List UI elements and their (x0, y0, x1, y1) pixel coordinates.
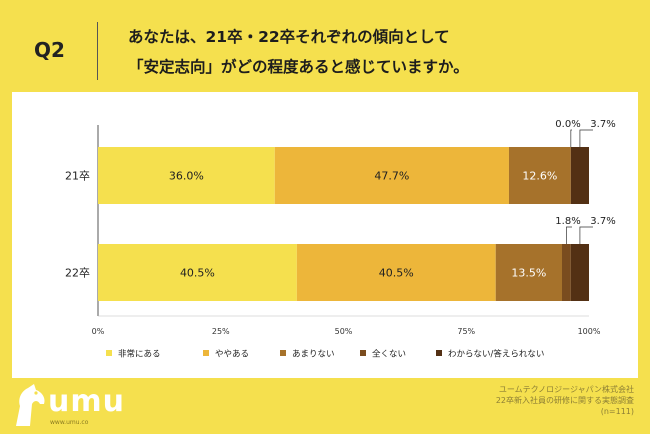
horse-icon (16, 384, 45, 426)
bar-segment (274, 147, 509, 204)
data-label: 36.0% (169, 170, 204, 183)
source-survey: 22卒新入社員の研修に関する実態調査 (495, 396, 634, 405)
bar-segment (561, 244, 571, 301)
x-tick-label: 50% (335, 327, 353, 336)
source-note: ユームテクノロジージャパン株式会社 22卒新入社員の研修に関する実態調査 (n=… (496, 384, 634, 417)
bar-segment (508, 147, 571, 204)
x-tick-label: 0% (92, 327, 105, 336)
callout-leader-line (570, 129, 572, 147)
header: Q2 あなたは、21卒・22卒それぞれの傾向として 「安定志向」がどの程度あると… (0, 0, 650, 92)
data-label: 47.7% (374, 170, 409, 183)
question-title-line-2: 「安定志向」がどの程度あると感じていますか。 (128, 58, 469, 76)
header-divider (97, 22, 98, 80)
legend-label: ややある (215, 350, 249, 360)
logo-wordmark: umu (48, 384, 125, 419)
legend-swatch (360, 350, 366, 356)
umu-logo: umu www.umu.co (10, 382, 124, 430)
category-label: 22卒 (65, 266, 90, 280)
bar-segment (570, 244, 589, 301)
data-label-callout: 1.8% (555, 216, 580, 227)
data-label-callout: 3.7% (590, 216, 615, 227)
bar-segment (570, 147, 589, 204)
x-tick-label: 75% (457, 327, 475, 336)
x-tick-label: 100% (578, 327, 601, 336)
legend-label: あまりない (292, 350, 335, 360)
question-number: Q2 (34, 38, 65, 62)
source-sample-size: (n=111) (600, 407, 634, 416)
legend-label: 全くない (372, 349, 406, 360)
data-label: 13.5% (511, 267, 546, 280)
callout-leader-line (566, 226, 572, 244)
stacked-bar-chart: 0% 25% 50% 75% 100% 21卒 36.0% 47.7% 12.6% 0.0% 3.7… (65, 119, 616, 360)
legend-swatch (436, 350, 442, 356)
data-label-callout: 0.0% (555, 119, 580, 130)
data-label: 40.5% (180, 267, 215, 280)
legend-label: わからない/答えられない (448, 349, 544, 360)
footer: umu www.umu.co ユームテクノロジージャパン株式会社 22卒新入社員… (0, 378, 650, 434)
source-company: ユームテクノロジージャパン株式会社 (498, 385, 634, 394)
bar-segment (296, 244, 496, 301)
logo-url: www.umu.co (50, 419, 89, 426)
data-label-callout: 3.7% (590, 119, 615, 130)
data-label: 40.5% (379, 267, 414, 280)
category-label: 21卒 (65, 169, 90, 183)
legend-swatch (106, 350, 112, 356)
callout-leader-line (579, 129, 593, 147)
data-label: 12.6% (522, 170, 557, 183)
question-title: あなたは、21卒・22卒それぞれの傾向として 「安定志向」がどの程度あると感じて… (128, 22, 638, 82)
legend-swatch (203, 350, 209, 356)
legend-swatch (280, 350, 286, 356)
chart-panel: 0% 25% 50% 75% 100% 21卒 36.0% 47.7% 12.6% 0.0% 3.7… (12, 92, 638, 378)
bar-segment (98, 147, 275, 204)
callout-leader-line (579, 226, 593, 244)
bar-segment (495, 244, 562, 301)
legend-label: 非常にある (118, 349, 161, 360)
question-title-line-1: あなたは、21卒・22卒それぞれの傾向として (128, 28, 450, 46)
bar-segment (98, 244, 297, 301)
x-tick-label: 25% (212, 327, 230, 336)
